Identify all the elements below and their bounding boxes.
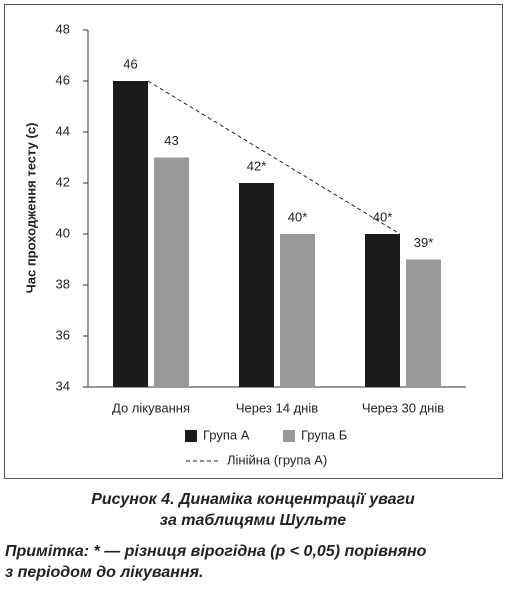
value-label: 40* <box>373 209 393 224</box>
note: Примітка: * — різниця вірогідна (p < 0,0… <box>5 543 427 560</box>
legend-label: Лінійна (група А) <box>227 452 327 467</box>
y-tick-label: 42 <box>56 174 70 189</box>
legend-label: Група Б <box>301 427 347 442</box>
trendline <box>147 80 401 235</box>
y-tick-label: 48 <box>56 21 70 36</box>
y-axis-label: Час проходження тесту (с) <box>23 123 38 294</box>
bar <box>239 183 274 387</box>
y-tick-label: 36 <box>56 327 70 342</box>
bar <box>154 157 189 387</box>
chart-frame <box>4 4 503 479</box>
bar <box>113 81 148 387</box>
x-tick-label: Через 30 днів <box>362 400 444 415</box>
x-tick-label: До лікування <box>112 400 190 415</box>
y-tick-label: 38 <box>56 276 70 291</box>
legend-swatch <box>283 430 295 442</box>
legend-swatch <box>185 430 197 442</box>
value-label: 42* <box>247 158 267 173</box>
y-tick-label: 46 <box>56 72 70 87</box>
y-tick-label: 44 <box>56 123 70 138</box>
value-label: 39* <box>414 235 434 250</box>
legend-label: Група А <box>203 427 250 442</box>
value-label: 46 <box>123 56 137 71</box>
value-label: 40* <box>288 209 308 224</box>
y-tick-label: 34 <box>56 378 70 393</box>
caption: за таблицями Шульте <box>160 512 347 529</box>
bar <box>365 234 400 387</box>
x-tick-label: Через 14 днів <box>236 400 318 415</box>
caption: Рисунок 4. Динаміка концентрації уваги <box>91 491 415 508</box>
bar <box>406 259 441 387</box>
y-tick-label: 40 <box>56 225 70 240</box>
note: з періодом до лікування. <box>5 564 203 581</box>
bar <box>280 234 315 387</box>
value-label: 43 <box>164 133 178 148</box>
